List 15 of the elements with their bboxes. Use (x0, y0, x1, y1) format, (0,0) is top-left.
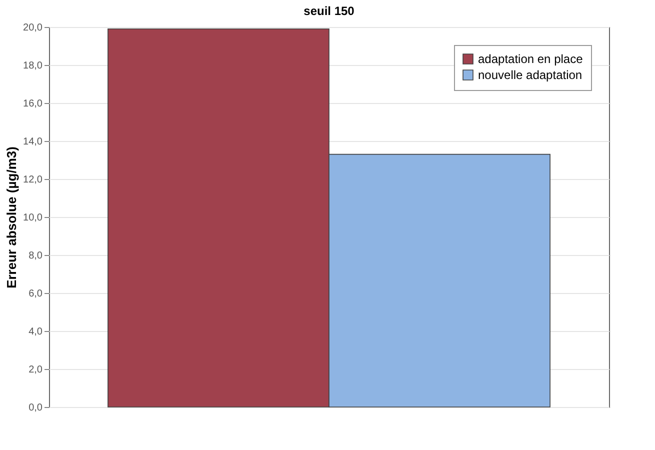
legend-label: adaptation en place (478, 52, 584, 66)
y-axis-title: Erreur absolue (µg/m3) (4, 146, 20, 288)
y-tick-label: 20,0 (23, 22, 43, 34)
y-tick-label: 12,0 (23, 174, 43, 186)
y-tick-label: 6,0 (28, 288, 43, 300)
y-tick-label: 16,0 (23, 98, 43, 110)
y-tick-label: 14,0 (23, 136, 43, 148)
y-tick-label: 0,0 (28, 402, 43, 414)
chart-title: seuil 150 (304, 4, 355, 18)
y-tick-label: 4,0 (28, 326, 43, 338)
y-tick-label: 2,0 (28, 364, 43, 376)
y-tick-label: 8,0 (28, 250, 43, 262)
y-tick-label: 10,0 (23, 212, 43, 224)
legend-label: nouvelle adaptation (478, 68, 582, 82)
y-tick-label: 18,0 (23, 60, 43, 72)
